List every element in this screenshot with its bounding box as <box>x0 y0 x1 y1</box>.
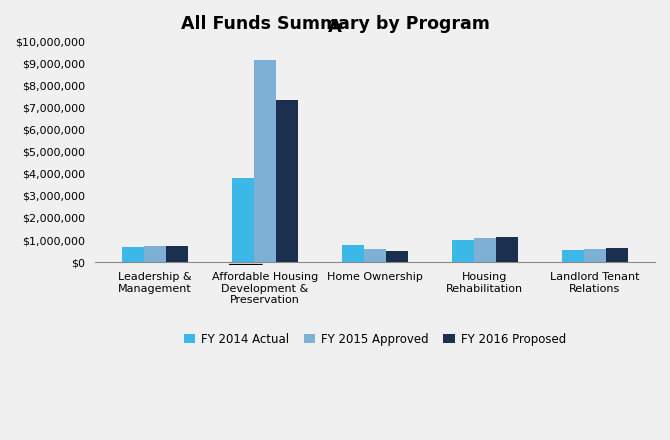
Bar <box>496 238 518 262</box>
Bar <box>474 238 496 262</box>
Bar <box>166 246 188 262</box>
Bar <box>561 250 584 262</box>
Bar <box>452 240 474 262</box>
Bar <box>232 178 254 262</box>
Bar <box>364 249 386 262</box>
Bar <box>386 251 408 262</box>
Bar <box>144 246 166 262</box>
Bar <box>254 60 276 262</box>
Legend: FY 2014 Actual, FY 2015 Approved, FY 2016 Proposed: FY 2014 Actual, FY 2015 Approved, FY 201… <box>180 329 570 349</box>
Bar <box>122 247 144 262</box>
Bar <box>276 99 298 262</box>
Text: All Funds Summary by Program: All Funds Summary by Program <box>180 15 490 33</box>
Bar <box>606 249 628 262</box>
Text: A: A <box>328 18 342 36</box>
Bar <box>342 245 364 262</box>
Bar <box>584 249 606 262</box>
